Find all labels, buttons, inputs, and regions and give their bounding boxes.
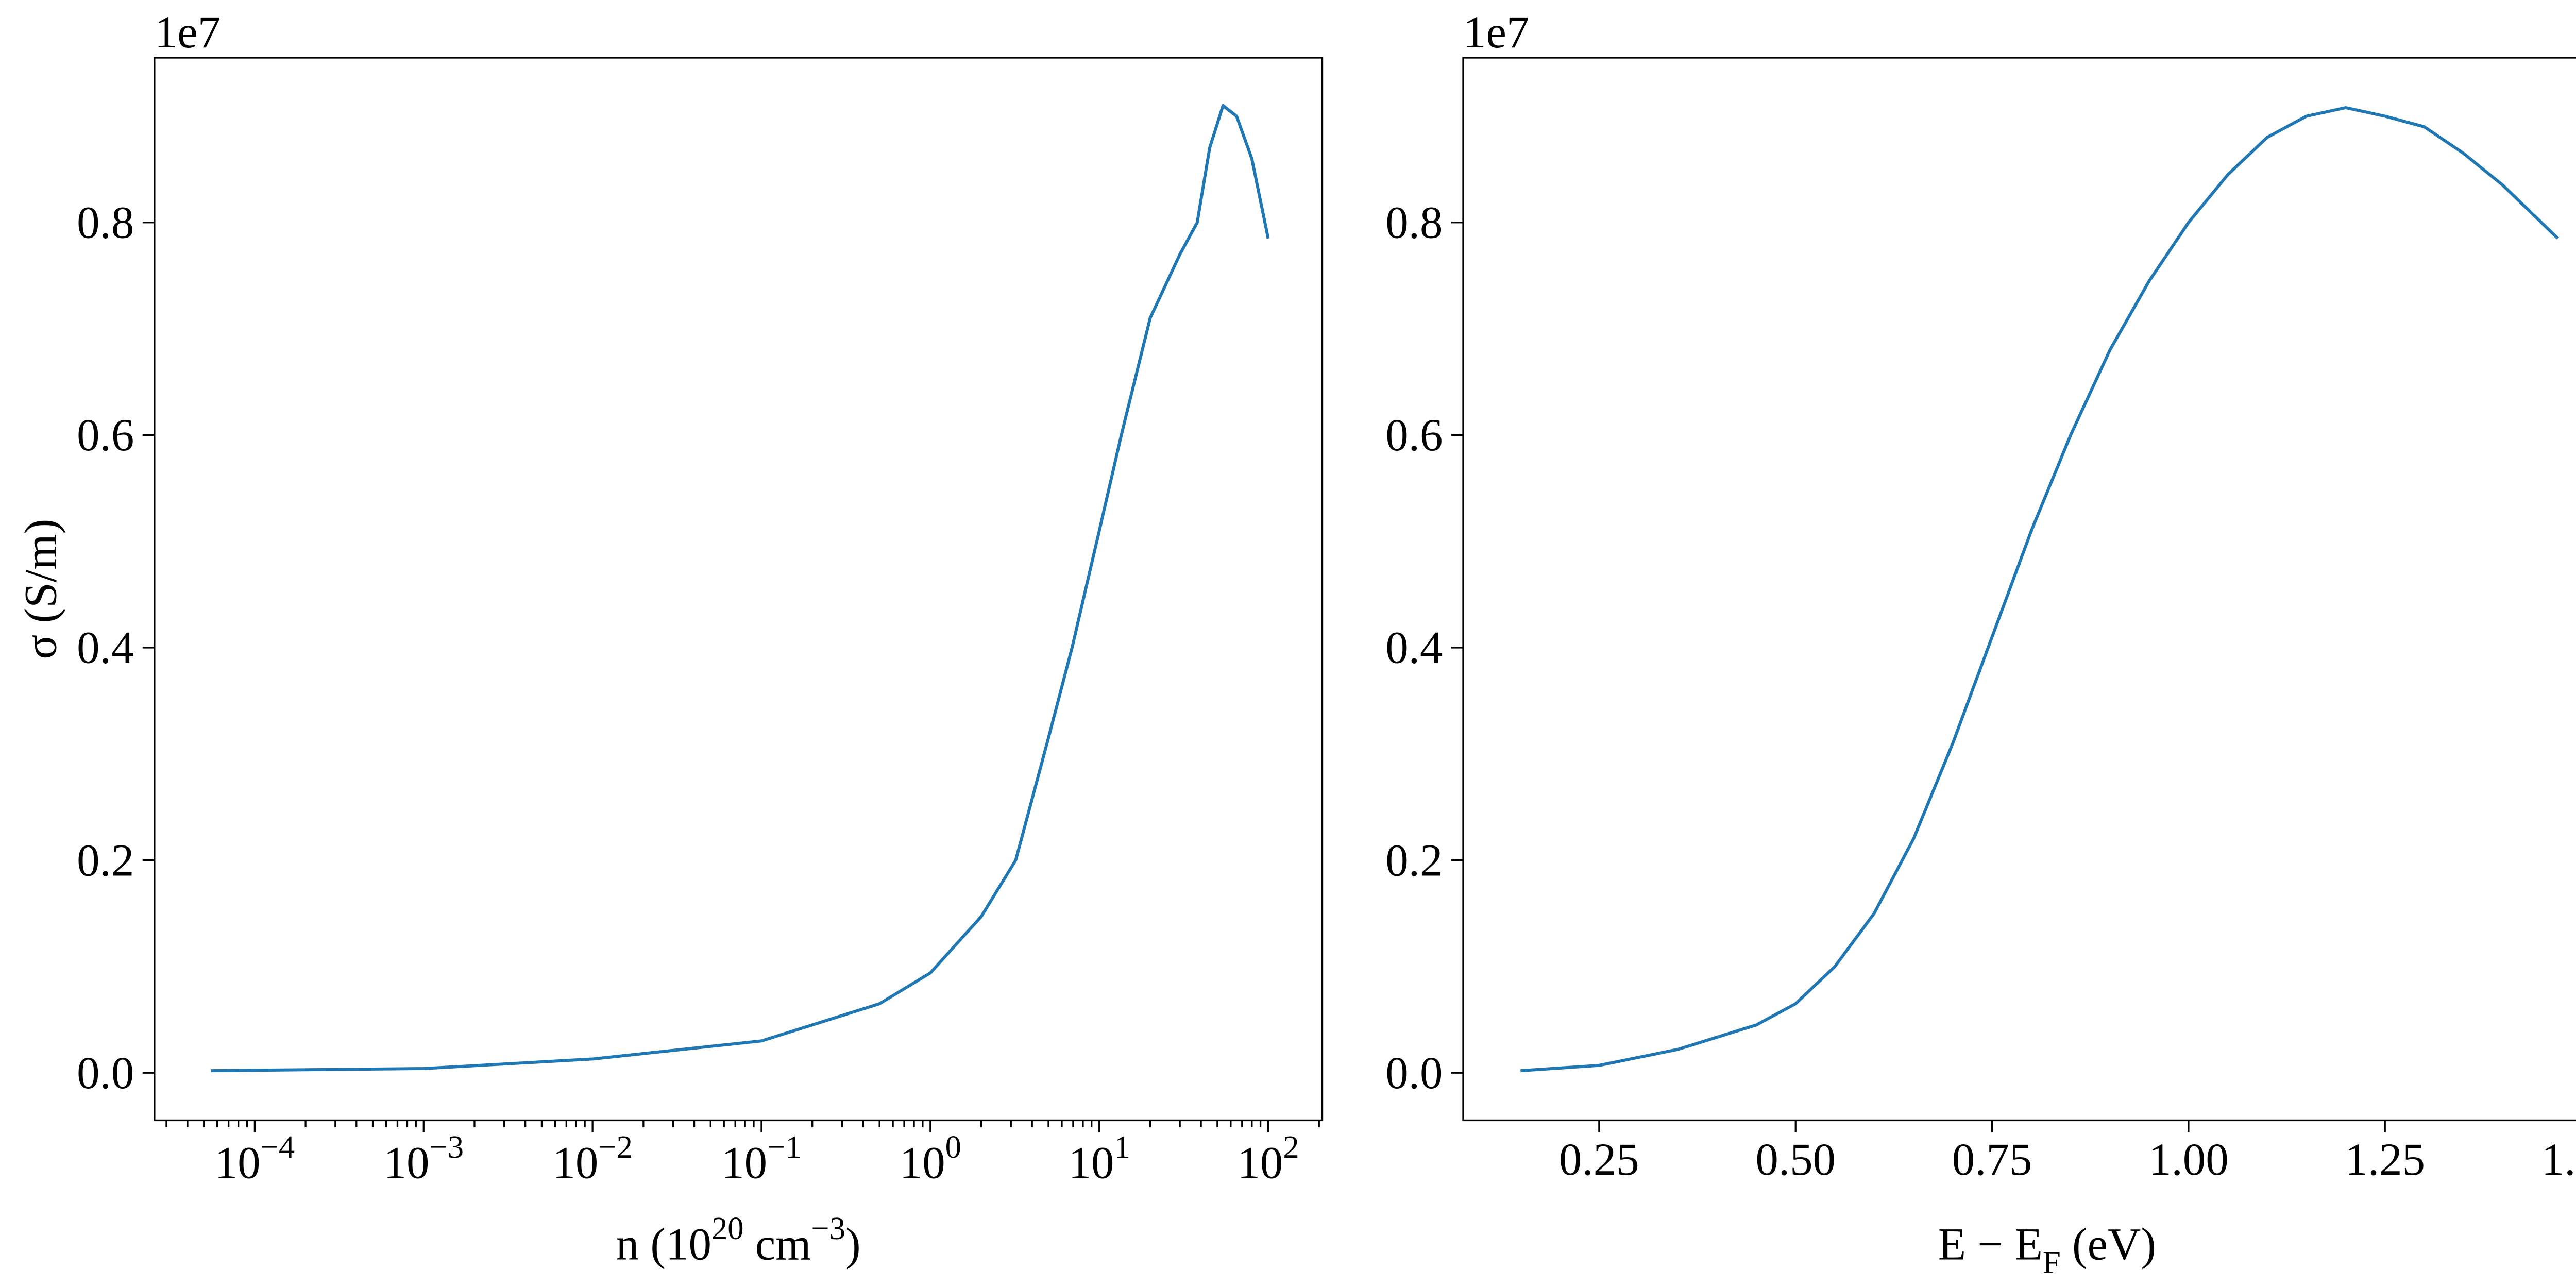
x-tick-exponent: 0 xyxy=(945,1129,961,1165)
x-tick-label: 1.00 xyxy=(2148,1135,2229,1185)
x-tick-base: 10 xyxy=(900,1138,945,1188)
x-tick-base: 10 xyxy=(383,1138,429,1188)
x-tick-label: 1.25 xyxy=(2345,1135,2425,1185)
x-tick-base: 10 xyxy=(1069,1138,1114,1188)
x-tick-label: 101 xyxy=(1069,1129,1130,1189)
x-tick-label: 0.50 xyxy=(1755,1135,1836,1185)
x-tick-base: 10 xyxy=(721,1138,767,1188)
y-tick-label: 0.6 xyxy=(77,410,134,461)
y-tick-label: 0.4 xyxy=(1385,623,1443,673)
x-tick-label: 10−1 xyxy=(721,1129,802,1189)
y-tick-label: 0.8 xyxy=(77,197,134,248)
x-tick-label: 10−4 xyxy=(215,1129,295,1189)
x-axis-label-part: −3 xyxy=(811,1210,845,1246)
x-axis-label-part: F xyxy=(2043,1244,2061,1280)
line-series xyxy=(211,104,1270,1073)
x-tick-label: 0.75 xyxy=(1952,1135,2032,1185)
subplot: 0.00.20.40.60.810−4 10−3 10−2 10−1 100 101 102… xyxy=(16,7,1324,1270)
y-offset-label: 1e7 xyxy=(1463,7,1529,58)
line-series xyxy=(1520,106,2559,1073)
x-axis-label: E − EF (eV) xyxy=(1938,1220,2156,1280)
y-tick-label: 0.2 xyxy=(1385,835,1443,886)
x-axis-label-part: cm xyxy=(744,1220,811,1270)
y-offset-label: 1e7 xyxy=(155,7,221,58)
x-tick-exponent: −4 xyxy=(261,1129,295,1165)
y-tick-label: 0.0 xyxy=(1385,1048,1443,1098)
x-tick-base: 10 xyxy=(1237,1138,1283,1188)
plot-frame xyxy=(154,57,1324,1122)
x-tick-base: 10 xyxy=(552,1138,598,1188)
x-tick-label: 0.25 xyxy=(1559,1135,1639,1185)
x-axis-label-part: n (10 xyxy=(616,1220,711,1270)
x-tick-exponent: 1 xyxy=(1114,1129,1130,1165)
y-tick-label: 0.6 xyxy=(1385,410,1443,461)
x-tick-label: 100 xyxy=(900,1129,961,1189)
x-tick-label: 10−3 xyxy=(383,1129,464,1189)
x-tick-exponent: −2 xyxy=(598,1129,633,1165)
y-tick-label: 0.2 xyxy=(77,835,134,886)
y-tick-label: 0.0 xyxy=(77,1048,134,1098)
x-tick-exponent: −3 xyxy=(429,1129,464,1165)
plot-frame xyxy=(1462,57,2576,1122)
x-tick-exponent: −1 xyxy=(767,1129,802,1165)
x-axis-label-part: E − E xyxy=(1938,1220,2043,1270)
x-tick-label: 1.50 xyxy=(2541,1135,2576,1185)
x-axis-label-part: ) xyxy=(845,1220,861,1270)
x-tick-exponent: 2 xyxy=(1283,1129,1299,1165)
x-tick-label: 102 xyxy=(1237,1129,1299,1189)
x-axis-label: n (1020 cm−3) xyxy=(616,1210,861,1270)
subplot: 0.0 0.2 0.4 0.6 0.8 0.25 0.50 0.75 1.00 1.25 1.50 1… xyxy=(1385,7,2576,1280)
x-tick-label: 10−2 xyxy=(552,1129,633,1189)
y-tick-label: 0.8 xyxy=(1385,197,1443,248)
x-axis-label-part: (eV) xyxy=(2061,1220,2156,1270)
x-axis-label-part: 20 xyxy=(711,1210,744,1246)
y-tick-label: 0.4 xyxy=(77,623,134,673)
y-axis-label: σ (S/m) xyxy=(16,519,66,659)
x-tick-base: 10 xyxy=(215,1138,261,1188)
